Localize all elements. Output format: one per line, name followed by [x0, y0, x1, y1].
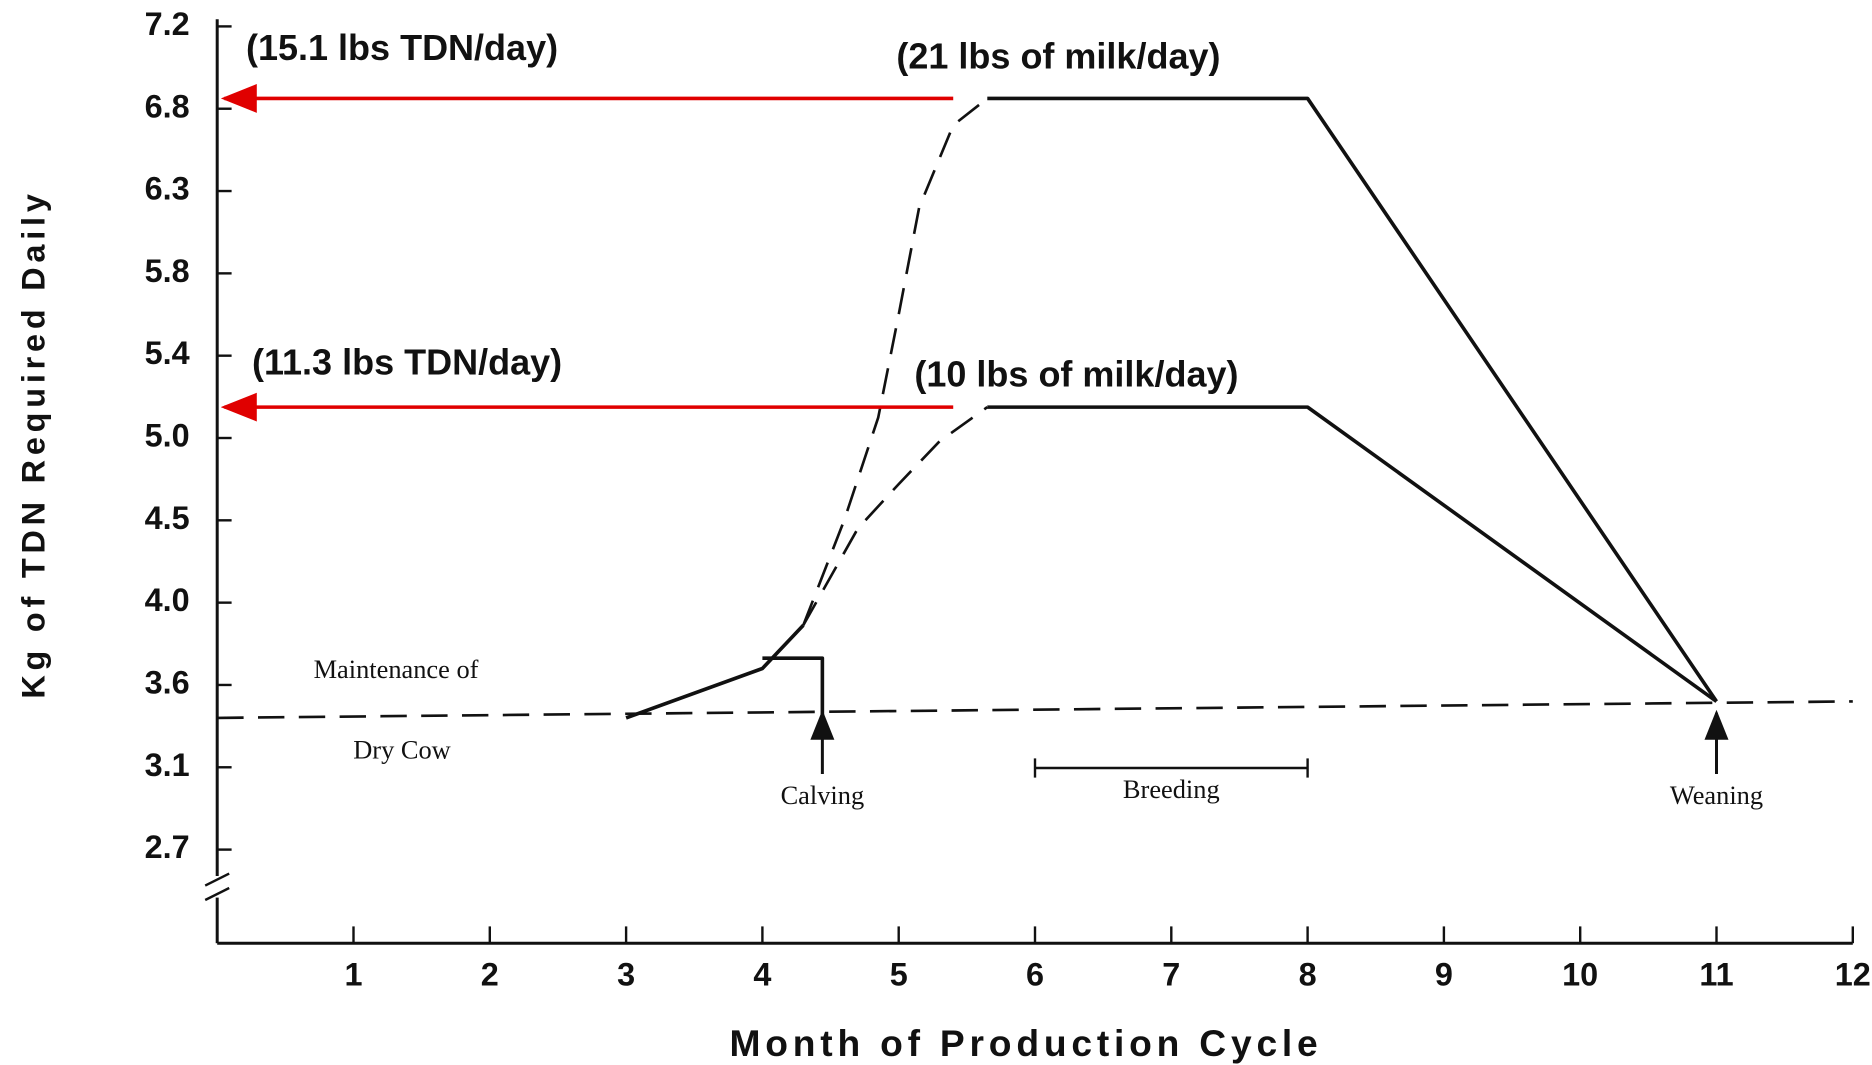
y-tick-label: 5.8 — [145, 253, 190, 289]
line — [987, 96, 1718, 703]
milk-label: (10 lbs of milk/day) — [914, 354, 1238, 395]
line — [802, 406, 989, 626]
tdn-label: (15.1 lbs TDN/day) — [246, 27, 558, 68]
x-tick-label: 1 — [344, 956, 362, 992]
breeding-label: Breeding — [1123, 774, 1220, 804]
x-tick-label: 8 — [1299, 956, 1317, 992]
event-label: Calving — [781, 780, 865, 810]
x-tick-label: 6 — [1026, 956, 1044, 992]
y-tick-label: 5.4 — [145, 335, 190, 371]
x-tick-label: 12 — [1835, 956, 1871, 992]
line — [987, 405, 1718, 703]
y-axis-label: Kg of TDN Required Daily — [16, 189, 52, 698]
x-tick-label: 9 — [1435, 956, 1453, 992]
axis-break — [204, 886, 230, 902]
x-tick-label: 7 — [1162, 956, 1180, 992]
x-tick-label: 5 — [890, 956, 908, 992]
y-tick-label: 6.8 — [145, 88, 190, 124]
x-tick-label: 3 — [617, 956, 635, 992]
y-tick-label: 2.7 — [145, 829, 190, 865]
x-tick-label: 11 — [1699, 956, 1733, 992]
milk-label: (21 lbs of milk/day) — [896, 35, 1220, 76]
x-tick-label: 4 — [753, 956, 771, 992]
line — [625, 624, 805, 720]
x-tick-label: 2 — [481, 956, 499, 992]
y-tick-label: 3.1 — [145, 747, 190, 783]
y-tick-label: 6.3 — [145, 171, 190, 207]
line — [762, 656, 825, 718]
y-tick-label: 4.5 — [145, 500, 190, 536]
maintenance-label: Maintenance of — [314, 654, 479, 684]
x-axis-label: Month of Production Cycle — [729, 1022, 1322, 1064]
line — [217, 700, 1853, 720]
x-tick-label: 10 — [1562, 956, 1598, 992]
y-tick-label: 4.0 — [145, 582, 190, 618]
axis-break — [204, 872, 230, 887]
y-tick-label: 5.0 — [145, 418, 190, 454]
y-tick-label: 3.6 — [145, 665, 190, 701]
maintenance-label: Dry Cow — [353, 734, 451, 764]
event-label: Weaning — [1670, 780, 1763, 810]
tdn-label: (11.3 lbs TDN/day) — [252, 342, 562, 383]
y-tick-label: 7.2 — [145, 6, 190, 42]
